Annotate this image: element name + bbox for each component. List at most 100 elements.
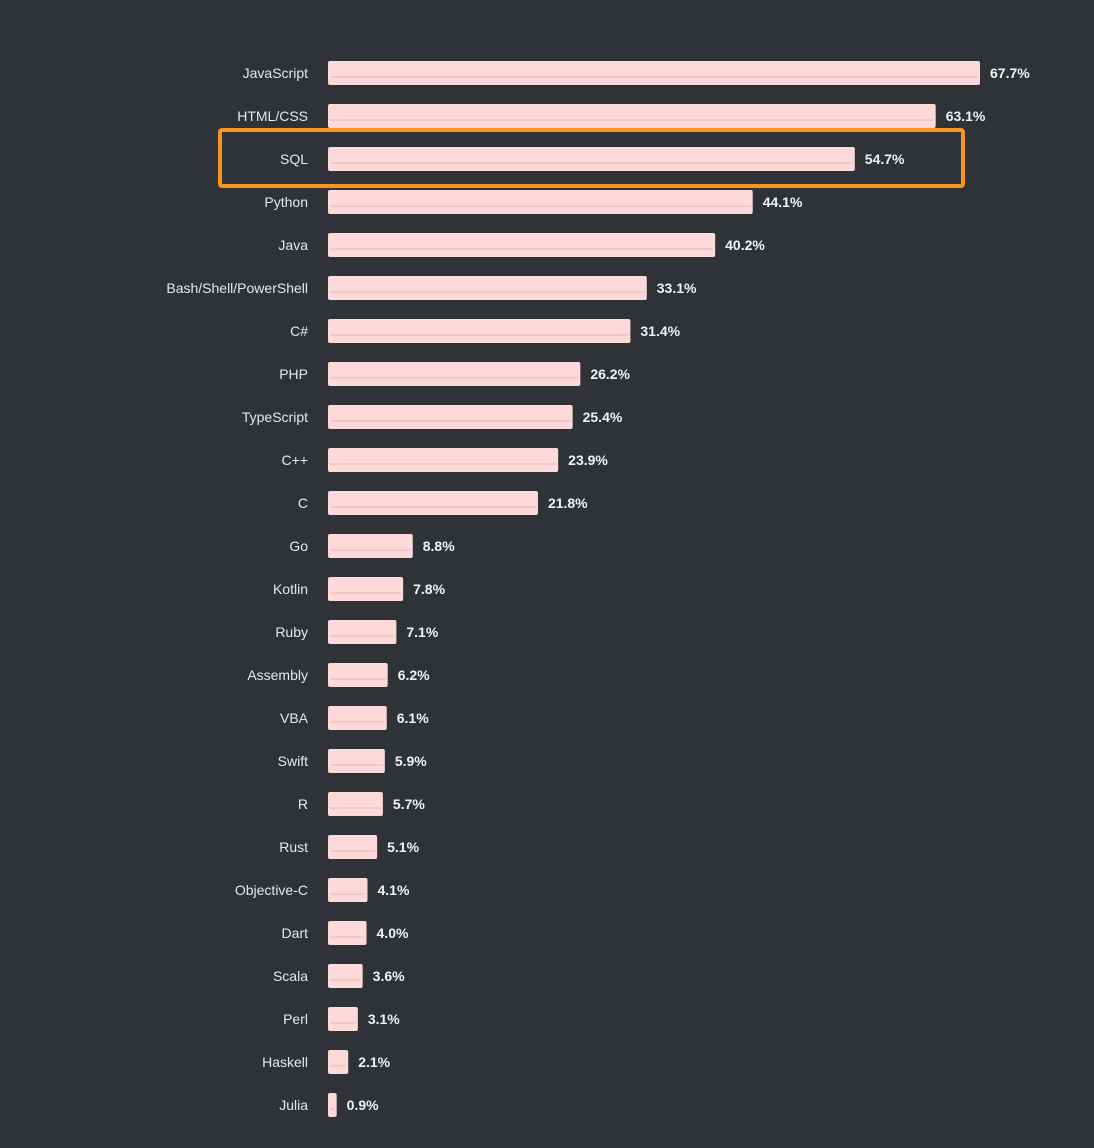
category-label-dart: Dart — [282, 925, 309, 941]
bar-cpp — [328, 448, 559, 472]
category-label-r: R — [298, 796, 308, 812]
category-label-julia: Julia — [279, 1097, 308, 1113]
bar-perl — [328, 1007, 358, 1031]
bar-shade-bash-shell-powershell — [330, 291, 645, 293]
category-label-perl: Perl — [283, 1011, 308, 1027]
value-label-php: 26.2% — [590, 366, 630, 382]
bar-shade-r — [330, 807, 381, 809]
value-label-javascript: 67.7% — [990, 65, 1030, 81]
bar-shade-julia — [330, 1108, 335, 1110]
value-label-r: 5.7% — [393, 796, 425, 812]
bar-typescript — [328, 405, 573, 429]
value-label-go: 8.8% — [423, 538, 455, 554]
value-label-vba: 6.1% — [397, 710, 429, 726]
bar-shade-perl — [330, 1022, 356, 1024]
value-label-objective-c: 4.1% — [377, 882, 409, 898]
category-label-go: Go — [289, 538, 308, 554]
bar-assembly — [328, 663, 388, 687]
value-label-haskell: 2.1% — [358, 1054, 390, 1070]
value-label-assembly: 6.2% — [398, 667, 430, 683]
category-label-kotlin: Kotlin — [273, 581, 308, 597]
value-label-java: 40.2% — [725, 237, 765, 253]
bar-shade-swift — [330, 764, 383, 766]
category-label-php: PHP — [279, 366, 308, 382]
bar-shade-html-css — [330, 119, 934, 121]
bar-kotlin — [328, 577, 404, 601]
value-label-cpp: 23.9% — [568, 452, 608, 468]
bar-shade-go — [330, 549, 411, 551]
bar-swift — [328, 749, 385, 773]
category-label-html-css: HTML/CSS — [237, 108, 308, 124]
category-label-sql: SQL — [280, 151, 308, 167]
bar-shade-python — [330, 205, 751, 207]
bar-shade-typescript — [330, 420, 571, 422]
bar-c — [328, 491, 538, 515]
bar-shade-vba — [330, 721, 385, 723]
value-label-python: 44.1% — [763, 194, 803, 210]
bar-html-css — [328, 104, 936, 128]
bar-rust — [328, 835, 378, 859]
bar-shade-rust — [330, 850, 376, 852]
value-label-dart: 4.0% — [377, 925, 409, 941]
category-label-typescript: TypeScript — [242, 409, 308, 425]
category-label-c: C — [298, 495, 308, 511]
value-label-julia: 0.9% — [347, 1097, 379, 1113]
bar-haskell — [328, 1050, 349, 1074]
category-label-rust: Rust — [279, 839, 308, 855]
bar-julia — [328, 1093, 337, 1117]
bar-shade-cpp — [330, 463, 557, 465]
category-label-csharp: C# — [290, 323, 308, 339]
value-label-html-css: 63.1% — [946, 108, 986, 124]
bar-vba — [328, 706, 387, 730]
category-label-cpp: C++ — [282, 452, 308, 468]
value-label-bash-shell-powershell: 33.1% — [657, 280, 697, 296]
bar-shade-javascript — [330, 76, 978, 78]
category-label-java: Java — [278, 237, 308, 253]
value-label-scala: 3.6% — [373, 968, 405, 984]
category-label-swift: Swift — [278, 753, 308, 769]
bar-scala — [328, 964, 363, 988]
value-label-kotlin: 7.8% — [413, 581, 445, 597]
bar-sql — [328, 147, 855, 171]
bar-php — [328, 362, 581, 386]
highlight-layer — [218, 128, 965, 188]
bar-javascript — [328, 61, 980, 85]
bar-shade-csharp — [330, 334, 629, 336]
bar-go — [328, 534, 413, 558]
category-label-scala: Scala — [273, 968, 308, 984]
bar-bash-shell-powershell — [328, 276, 647, 300]
bar-python — [328, 190, 753, 214]
bar-shade-ruby — [330, 635, 395, 637]
bar-shade-haskell — [330, 1065, 347, 1067]
category-label-objective-c: Objective-C — [235, 882, 308, 898]
bar-shade-java — [330, 248, 714, 250]
value-label-ruby: 7.1% — [406, 624, 438, 640]
value-label-swift: 5.9% — [395, 753, 427, 769]
bar-shade-kotlin — [330, 592, 402, 594]
bar-shade-dart — [330, 936, 365, 938]
bar-shade-assembly — [330, 678, 386, 680]
category-label-assembly: Assembly — [247, 667, 308, 683]
bar-shade-php — [330, 377, 579, 379]
category-label-bash-shell-powershell: Bash/Shell/PowerShell — [166, 280, 308, 296]
bar-shade-sql — [330, 162, 853, 164]
value-label-rust: 5.1% — [387, 839, 419, 855]
bar-java — [328, 233, 716, 257]
labels-layer: JavaScript 67.7% HTML/CSS 63.1% SQL 54.7% Pyth… — [166, 65, 1030, 1113]
value-label-csharp: 31.4% — [640, 323, 680, 339]
bar-dart — [328, 921, 367, 945]
bars-layer — [328, 61, 980, 1117]
category-label-vba: VBA — [280, 710, 309, 726]
bar-objective-c — [328, 878, 368, 902]
bar-shade-c — [330, 506, 536, 508]
value-label-perl: 3.1% — [368, 1011, 400, 1027]
highlight-box-sql — [218, 128, 965, 188]
bar-ruby — [328, 620, 397, 644]
value-label-sql: 54.7% — [865, 151, 905, 167]
value-label-typescript: 25.4% — [583, 409, 623, 425]
bar-r — [328, 792, 383, 816]
category-label-javascript: JavaScript — [243, 65, 308, 81]
category-label-haskell: Haskell — [262, 1054, 308, 1070]
